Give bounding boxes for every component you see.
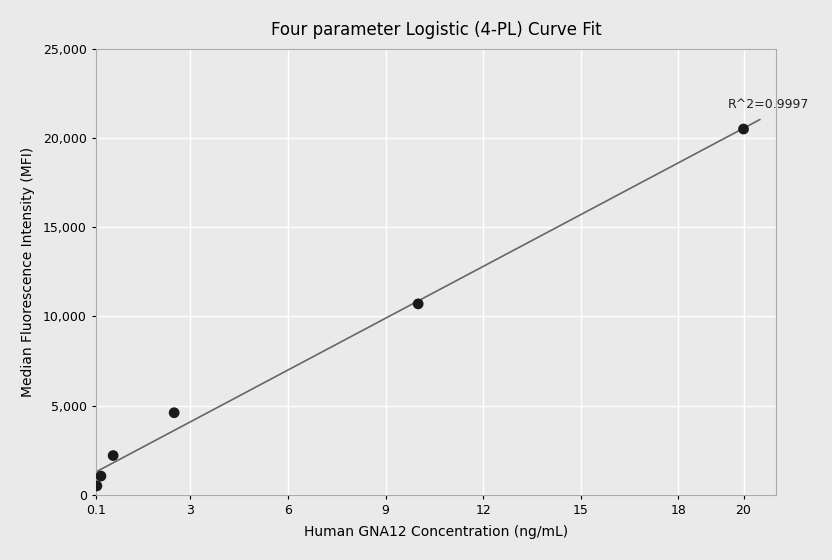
X-axis label: Human GNA12 Concentration (ng/mL): Human GNA12 Concentration (ng/mL) bbox=[304, 525, 568, 539]
Point bbox=[737, 124, 750, 133]
Text: R^2=0.9997: R^2=0.9997 bbox=[727, 98, 809, 111]
Point bbox=[106, 451, 120, 460]
Title: Four parameter Logistic (4-PL) Curve Fit: Four parameter Logistic (4-PL) Curve Fit bbox=[270, 21, 602, 39]
Point bbox=[412, 300, 425, 309]
Point bbox=[167, 408, 181, 417]
Point bbox=[90, 482, 103, 491]
Point bbox=[94, 472, 107, 480]
Y-axis label: Median Fluorescence Intensity (MFI): Median Fluorescence Intensity (MFI) bbox=[21, 147, 35, 397]
